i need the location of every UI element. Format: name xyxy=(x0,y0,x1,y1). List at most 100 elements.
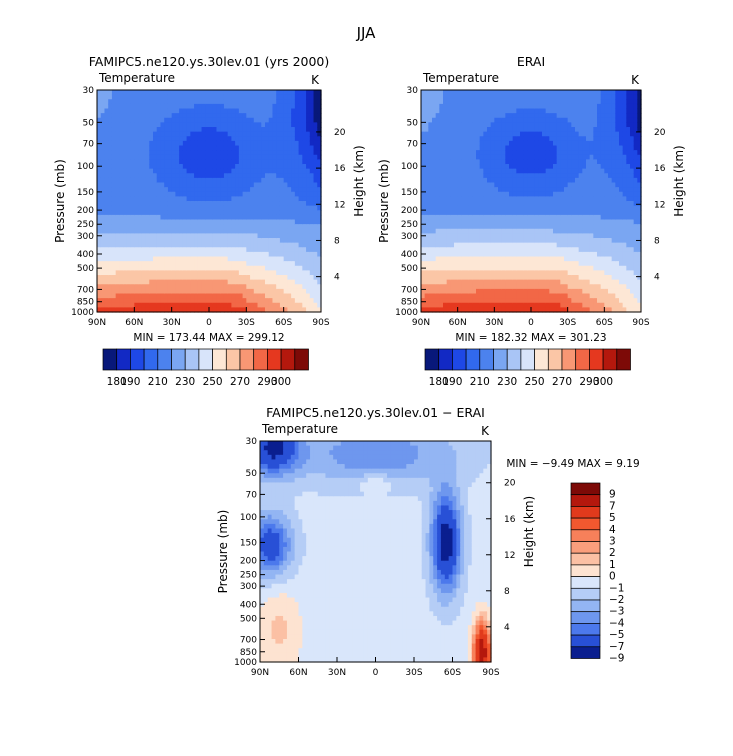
contour-cell xyxy=(545,210,550,216)
contour-cell xyxy=(313,168,318,174)
contour-cell xyxy=(549,298,554,304)
contour-cell xyxy=(571,117,576,123)
contour-cell xyxy=(257,302,262,308)
contour-cell xyxy=(186,103,191,110)
contour-cell xyxy=(227,191,232,197)
contour-cell xyxy=(523,210,528,216)
contour-cell xyxy=(298,187,303,193)
contour-cell xyxy=(309,150,315,156)
contour-cell xyxy=(479,173,484,179)
contour-cell xyxy=(553,214,558,221)
contour-cell xyxy=(276,265,281,271)
contour-cell xyxy=(287,173,292,179)
contour-cell xyxy=(457,182,462,188)
contour-cell xyxy=(306,293,311,299)
contour-cell xyxy=(556,173,561,179)
contour-cell xyxy=(421,108,426,114)
contour-cell xyxy=(468,154,473,160)
contour-cell xyxy=(265,182,270,188)
contour-cell xyxy=(538,224,543,230)
contour-cell xyxy=(553,177,558,184)
contour-cell xyxy=(294,205,300,211)
contour-cell xyxy=(523,201,528,207)
contour-cell xyxy=(545,242,550,248)
contour-cell xyxy=(175,145,180,151)
contour-cell xyxy=(257,214,262,221)
contour-cell xyxy=(134,136,139,142)
contour-cell xyxy=(564,293,569,299)
contour-cell xyxy=(512,150,517,156)
contour-cell xyxy=(457,293,462,299)
contour-cell xyxy=(443,173,448,179)
contour-cell xyxy=(257,293,262,299)
contour-cell xyxy=(531,154,536,160)
contour-cell xyxy=(560,108,565,114)
contour-cell xyxy=(428,256,433,262)
contour-cell xyxy=(542,261,547,267)
contour-cell xyxy=(108,168,113,174)
contour-cell xyxy=(457,145,462,151)
contour-cell xyxy=(571,177,576,184)
contour-cell xyxy=(257,307,262,313)
contour-cell xyxy=(560,210,565,216)
contour-cell xyxy=(272,293,277,299)
contour-cell xyxy=(560,191,565,197)
contour-cell xyxy=(283,251,288,258)
contour-cell xyxy=(123,127,128,133)
contour-cell xyxy=(108,140,113,147)
contour-cell xyxy=(276,131,281,137)
contour-cell xyxy=(190,201,195,207)
contour-cell xyxy=(516,201,521,207)
contour-cell xyxy=(205,261,210,267)
contour-cell xyxy=(435,94,440,100)
contour-cell xyxy=(512,168,517,174)
contour-cell xyxy=(567,233,572,239)
contour-cell xyxy=(250,94,255,100)
contour-cell xyxy=(250,113,255,119)
contour-cell xyxy=(545,117,550,123)
contour-cell xyxy=(509,164,514,170)
contour-cell xyxy=(160,242,165,248)
contour-cell xyxy=(235,288,240,295)
contour-cell xyxy=(545,302,550,308)
contour-cell xyxy=(115,177,120,184)
contour-cell xyxy=(235,103,240,110)
contour-cell xyxy=(498,136,503,142)
contour-cell xyxy=(164,288,169,295)
contour-cell xyxy=(538,99,543,105)
contour-cell xyxy=(201,113,206,119)
contour-cell xyxy=(171,94,176,100)
contour-cell xyxy=(498,205,503,211)
contour-cell xyxy=(138,233,143,239)
contour-cell xyxy=(564,233,569,239)
contour-cell xyxy=(123,94,128,100)
contour-cell xyxy=(111,173,117,179)
contour-cell xyxy=(227,205,232,211)
colorbar-box xyxy=(130,348,145,371)
contour-cell xyxy=(298,140,303,147)
contour-cell xyxy=(186,238,191,244)
contour-cell xyxy=(494,94,499,100)
contour-cell xyxy=(220,108,225,114)
contour-cell xyxy=(220,99,225,105)
contour-cell xyxy=(235,168,240,174)
contour-cell xyxy=(250,242,255,248)
contour-cell xyxy=(283,117,288,123)
contour-cell xyxy=(160,117,165,123)
contour-cell xyxy=(479,191,484,197)
contour-cell xyxy=(465,164,470,170)
contour-cell xyxy=(138,173,143,179)
contour-cell xyxy=(298,256,303,262)
contour-cell xyxy=(134,302,139,308)
contour-cell xyxy=(194,99,199,105)
contour-cell xyxy=(512,265,517,271)
contour-cell xyxy=(523,233,528,239)
contour-cell xyxy=(309,256,315,262)
contour-cell xyxy=(97,182,102,188)
contour-cell xyxy=(123,187,128,193)
contour-cell xyxy=(257,284,262,290)
contour-cell xyxy=(164,210,169,216)
contour-cell xyxy=(287,150,292,156)
contour-cell xyxy=(97,94,102,100)
contour-cell xyxy=(238,242,244,248)
